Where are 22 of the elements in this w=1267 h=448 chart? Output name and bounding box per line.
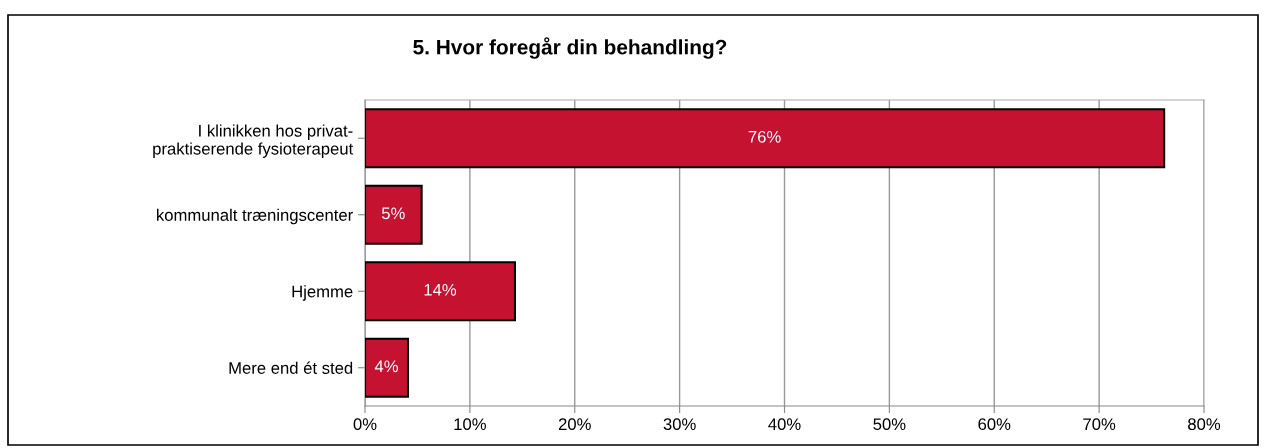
x-tick-label: 80% [1188,418,1221,431]
bar [365,337,410,398]
data-label: 4% [374,360,398,373]
x-tick-label: 60% [978,418,1011,431]
x-tick-label: 50% [873,418,906,431]
x-tick-label: 70% [1083,418,1116,431]
data-label: 5% [381,207,405,220]
x-tick-label: 10% [454,418,486,431]
y-tick-label: I klinikken hos privat- praktiserende fysioterapeut [153,124,354,158]
y-tick-label: Hjemme [292,285,353,301]
x-tick-label: 40% [768,418,801,431]
y-tick-label: kommunalt træningscenter [157,208,353,225]
x-tick-label: 0% [353,418,377,431]
bar [365,108,1166,169]
data-label: 76% [748,130,781,143]
x-tick-label: 30% [663,418,696,431]
data-label: 14% [424,283,457,296]
x-tick-label: 20% [558,418,591,431]
bar [365,184,423,245]
chart-title: 5. Hvor foregår din behandling? [413,37,727,59]
bar [365,261,517,322]
y-tick-label: Mere end ét sted [229,361,353,374]
